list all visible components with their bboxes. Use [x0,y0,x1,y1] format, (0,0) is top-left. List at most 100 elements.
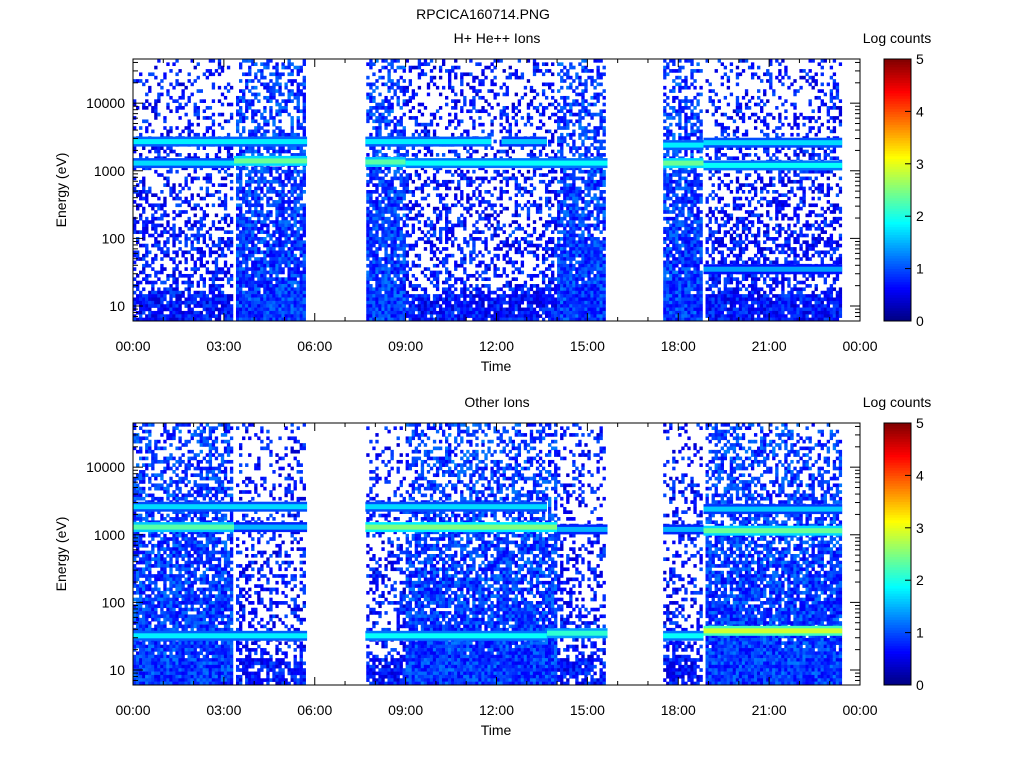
colorbar-step [884,632,911,636]
colorbar-step [884,491,911,495]
colorbar-step [884,208,911,212]
colorbar-step [884,543,911,547]
colorbar-step [884,478,911,482]
energy-band [703,506,843,512]
x-axis-label: Time [481,358,512,374]
energy-band [365,524,557,530]
colorbar-step [884,606,911,610]
colorbar-step [884,480,911,484]
colorbar-step [884,459,911,463]
colorbar-step [884,197,911,201]
colorbar-step [884,98,911,102]
spectrogram-area [133,423,860,686]
colorbar-step [884,129,911,133]
colorbar-step [884,472,911,476]
colorbar-step [884,506,911,510]
x-tick-label: 09:00 [388,702,423,718]
colorbar-step [884,93,911,97]
colorbar-step [884,124,911,128]
colorbar-step [884,313,911,317]
background-region [557,59,606,322]
colorbar-step [884,77,911,81]
axes: 00:00 03:00 06:00 09:00 12:00 15:00 18:00 21:00… [86,422,878,718]
colorbar-step [884,95,911,99]
background-region [133,423,234,686]
data-gap [842,59,860,321]
colorbar-step [884,200,911,204]
colorbar-step [884,245,911,249]
colorbar-step [884,525,911,529]
axes: 00:00 03:00 06:00 09:00 12:00 15:00 18:00 21:00… [86,58,878,354]
colorbar-step [884,530,911,534]
colorbar-step [884,593,911,597]
colorbar-step [884,195,911,199]
colorbar-step [884,59,911,63]
colorbar-step [884,176,911,180]
colorbar-step [884,184,911,188]
colorbar-step [884,512,911,516]
colorbar-step [884,540,911,544]
colorbar-step [884,504,911,508]
colorbar-step [884,614,911,618]
colorbar-step [884,533,911,537]
colorbar-step [884,629,911,633]
colorbar: 0 1 2 3 4 5 [883,415,924,693]
colorbar-step [884,485,911,489]
y-tick-label: 100 [102,594,126,610]
colorbar-step [884,87,911,91]
colorbar-step [884,611,911,615]
colorbar-step [884,234,911,238]
data-gap [607,423,664,685]
colorbar-step [884,509,911,513]
colorbar-step [884,255,911,259]
x-tick-label: 12:00 [479,702,514,718]
colorbar-step [884,454,911,458]
colorbar-step [884,292,911,296]
colorbar-step [884,467,911,471]
x-tick-label: 18:00 [661,702,696,718]
colorbar-step [884,637,911,641]
figure-title: RPCICA160714.PNG [416,6,550,22]
panel-h-he-ions: H+ He++ Ions 00:00 03:00 06:00 09:00 12:00 15… [53,30,931,374]
colorbar-step [884,462,911,466]
colorbar-step [884,658,911,662]
data-gap [842,423,860,685]
colorbar-step [884,265,911,269]
energy-band [663,633,704,639]
x-tick-label: 12:00 [479,338,514,354]
energy-band [133,160,234,166]
colorbar-step [884,443,911,447]
y-axis-label: Energy (eV) [53,517,69,592]
colorbar-step [884,457,911,461]
colorbar-step [884,433,911,437]
colorbar-step [884,116,911,120]
colorbar-step [884,661,911,665]
colorbar-step [884,315,911,319]
colorbar-step [884,226,911,230]
colorbar-step [884,281,911,285]
colorbar-step [884,190,911,194]
energy-band [365,139,492,145]
colorbar-step [884,161,911,165]
colorbar-step [884,250,911,254]
colorbar-step [884,585,911,589]
colorbar-step [884,79,911,83]
colorbar-step [884,546,911,550]
energy-band [703,528,843,534]
colorbar-step [884,441,911,445]
colorbar-step [884,498,911,502]
colorbar-step [884,318,911,322]
x-tick-label: 00:00 [115,702,150,718]
background-region [405,59,558,322]
colorbar-tick-label: 2 [916,572,924,588]
colorbar-step [884,229,911,233]
colorbar-step [884,572,911,576]
colorbar-step [884,590,911,594]
colorbar-step [884,268,911,272]
colorbar-step [884,90,911,94]
colorbar-step [884,488,911,492]
energy-band [703,140,843,146]
energy-band [703,628,843,634]
colorbar-step [884,554,911,558]
data-gap [307,423,366,685]
